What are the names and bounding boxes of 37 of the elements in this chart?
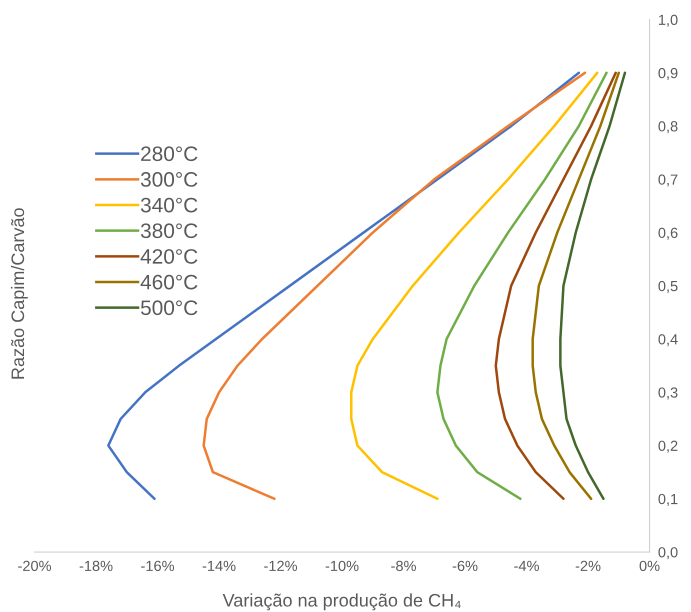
x-tick-label: -20% [18, 560, 52, 572]
x-tick-label: 0% [640, 560, 660, 572]
x-tick-label: -10% [326, 560, 359, 572]
y-tick-label: 0,9 [658, 68, 678, 80]
legend-label: 280°C [141, 146, 198, 162]
line-series [559, 72, 626, 500]
y-tick-label: 0,4 [658, 334, 678, 346]
x-tick-label: -6% [452, 560, 478, 572]
x-tick-label: -4% [514, 560, 539, 572]
line-series [494, 72, 617, 500]
legend-label: 300°C [140, 172, 198, 187]
legend-label: 460°C [140, 274, 198, 290]
line-series [350, 72, 599, 500]
y-tick-label: 0,8 [658, 121, 678, 134]
legend-label: 340°C [140, 198, 198, 212]
legend-label: 380°C [140, 223, 198, 238]
y-axis-title: Razão Capim/Carvão [10, 208, 28, 379]
x-tick-label: -16% [141, 560, 174, 572]
x-tick-label: -2% [576, 560, 600, 572]
line-series [202, 72, 586, 500]
x-tick-label: -12% [264, 560, 298, 572]
x-tick-label: -18% [80, 560, 113, 572]
y-tick-label: 0,5 [658, 280, 678, 293]
y-tick-label: 0,0 [658, 547, 678, 560]
x-tick-label: -8% [391, 560, 416, 572]
y-tick-label: 0,7 [658, 174, 678, 186]
y-tick-label: 0,1 [658, 494, 678, 506]
y-tick-label: 1,0 [658, 14, 678, 27]
line-series [531, 72, 620, 500]
x-axis-title: Variação na produção de CH₄ [222, 593, 461, 610]
y-tick-label: 0,6 [658, 228, 678, 240]
y-tick-label: 0,2 [658, 440, 678, 453]
line-series [436, 72, 608, 500]
legend-label: 420°C [140, 249, 198, 264]
legend-label: 500°C [140, 300, 198, 316]
x-tick-label: -14% [202, 560, 236, 572]
y-tick-label: 0,3 [658, 387, 678, 400]
